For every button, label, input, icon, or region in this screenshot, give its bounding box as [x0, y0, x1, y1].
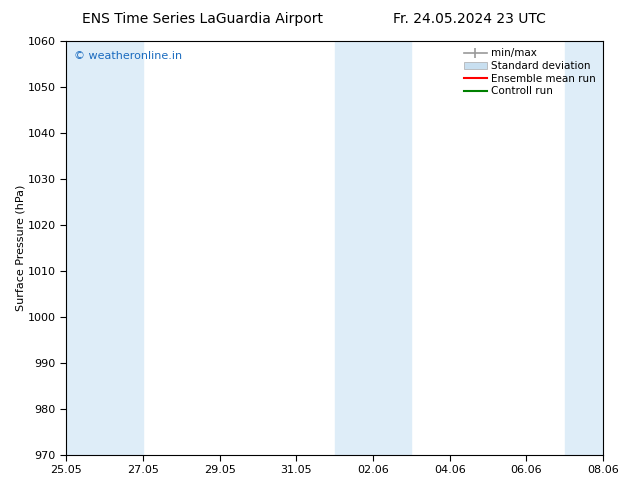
Text: Fr. 24.05.2024 23 UTC: Fr. 24.05.2024 23 UTC — [393, 12, 546, 26]
Text: ENS Time Series LaGuardia Airport: ENS Time Series LaGuardia Airport — [82, 12, 323, 26]
Y-axis label: Surface Pressure (hPa): Surface Pressure (hPa) — [15, 185, 25, 311]
Legend: min/max, Standard deviation, Ensemble mean run, Controll run: min/max, Standard deviation, Ensemble me… — [462, 46, 598, 98]
Bar — [335, 41, 411, 455]
Text: © weatheronline.in: © weatheronline.in — [74, 51, 183, 61]
Bar — [67, 41, 143, 455]
Bar — [565, 41, 603, 455]
